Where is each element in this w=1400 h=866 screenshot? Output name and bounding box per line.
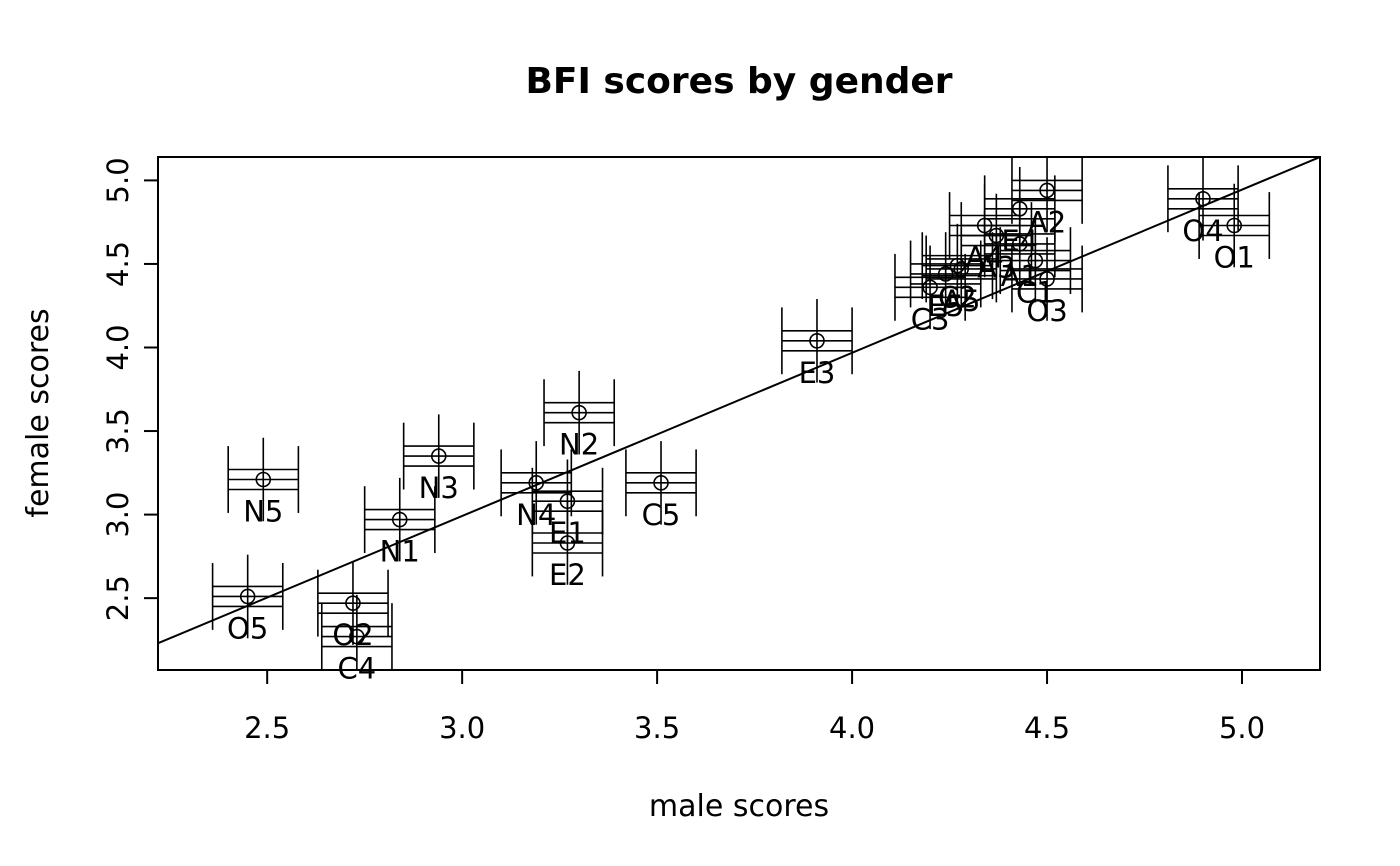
data-point	[781, 299, 853, 383]
fit-line	[158, 157, 1320, 645]
data-point	[1198, 183, 1271, 268]
data-point	[363, 477, 436, 562]
point-marker	[559, 535, 576, 551]
point-label: O2	[332, 618, 373, 652]
data-point	[1011, 237, 1083, 321]
x-tick-label: 3.0	[439, 711, 485, 745]
point-label: E3	[799, 356, 836, 390]
point-marker	[239, 588, 256, 605]
point-label: A5	[942, 284, 980, 318]
point-label: O3	[1026, 294, 1067, 328]
data-point	[211, 554, 284, 639]
y-tick-label: 5.0	[101, 157, 135, 203]
point-label: O4	[1182, 214, 1223, 248]
x-tick-label: 2.5	[244, 711, 290, 745]
y-axis-title: female scores	[21, 308, 56, 517]
y-tick-label: 2.5	[101, 575, 135, 621]
point-label: N2	[559, 428, 599, 462]
point-marker	[345, 595, 361, 611]
point-marker	[1027, 252, 1044, 269]
point-label: C1	[1016, 276, 1055, 310]
y-tick-label: 4.5	[101, 241, 135, 287]
x-tick-label: 4.5	[1024, 711, 1070, 745]
point-label: E2	[549, 558, 586, 592]
point-label: C4	[338, 652, 377, 686]
data-point	[402, 414, 475, 498]
point-marker	[571, 404, 587, 421]
point-label: A2	[1028, 205, 1066, 239]
data-point	[909, 232, 982, 316]
x-tick-label: 4.0	[829, 711, 875, 745]
point-label: N1	[380, 535, 420, 569]
point-label: E4	[1001, 224, 1038, 258]
point-marker	[1195, 190, 1211, 207]
data-point	[983, 167, 1056, 251]
data-point	[227, 437, 300, 522]
point-label: A1	[1001, 259, 1039, 293]
point-label: C3	[911, 302, 950, 336]
data-point	[625, 441, 697, 525]
chart-title: BFI scores by gender	[525, 61, 952, 102]
x-axis-title: male scores	[649, 789, 829, 824]
x-tick-label: 5.0	[1219, 711, 1265, 745]
data-point	[500, 441, 573, 525]
point-label: O1	[1214, 241, 1255, 275]
x-tick-label: 3.5	[634, 711, 680, 745]
point-label: N4	[516, 498, 556, 532]
y-tick-label: 3.0	[101, 492, 135, 538]
y-tick-label: 3.5	[101, 408, 135, 454]
point-label: E5	[927, 289, 964, 323]
point-label: C5	[642, 498, 681, 532]
point-marker	[937, 266, 954, 282]
data-point	[531, 501, 604, 585]
data-point	[543, 370, 616, 455]
data-point	[894, 245, 966, 330]
point-marker	[528, 475, 545, 491]
point-marker	[653, 475, 669, 491]
point-label: O5	[227, 611, 268, 645]
point-marker	[809, 333, 825, 349]
point-label: N5	[243, 495, 283, 529]
point-marker	[1011, 201, 1028, 217]
plot-area: A1A2A3A4A5C1C2C3C4C5E1E2E3E4E5N1N2N3N4N5…	[101, 156, 1321, 745]
data-point	[317, 561, 389, 645]
point-marker	[430, 448, 447, 464]
point-marker	[922, 279, 938, 296]
point-marker	[255, 471, 272, 488]
data-point	[320, 594, 393, 670]
point-marker	[1226, 217, 1243, 234]
y-tick-label: 4.0	[101, 324, 135, 370]
data-point	[1167, 157, 1239, 241]
point-marker	[1039, 271, 1055, 287]
point-marker	[349, 628, 365, 645]
point-marker	[391, 511, 408, 528]
data-point	[1011, 157, 1083, 233]
point-label: N3	[419, 471, 459, 505]
